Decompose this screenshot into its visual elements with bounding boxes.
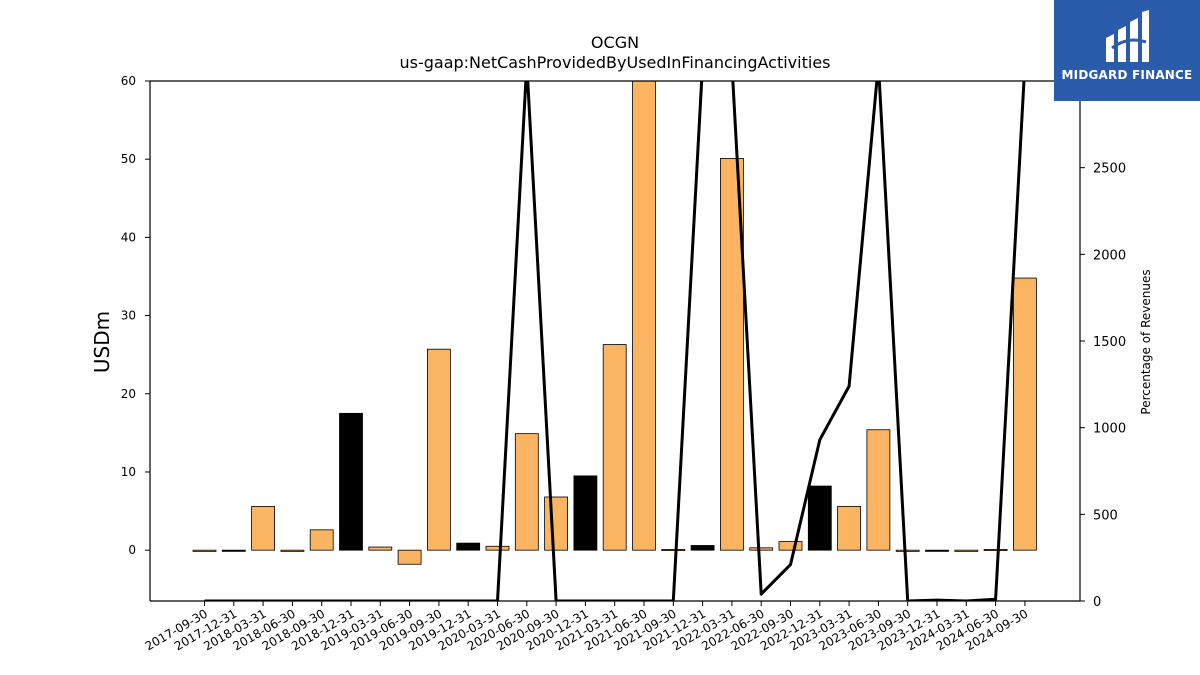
y-tick-label: 60 [121, 74, 136, 88]
bar [1013, 277, 1037, 551]
bar [485, 545, 510, 551]
bar [632, 80, 656, 551]
bar [602, 344, 627, 551]
chart-subtitle: us-gaap:NetCashProvidedByUsedInFinancing… [399, 53, 830, 72]
logo-text: MIDGARD FINANCE [1061, 68, 1193, 82]
bar [778, 541, 803, 551]
bar [544, 496, 568, 551]
bar [983, 548, 1008, 551]
bar [397, 549, 422, 565]
bar [720, 158, 744, 551]
bar [749, 547, 774, 551]
y2-tick-label: 0 [1093, 595, 1101, 610]
logo-mark-icon [1106, 10, 1149, 62]
bar [866, 429, 891, 551]
y-tick-label: 50 [121, 152, 136, 166]
bar [954, 549, 979, 552]
bar [192, 549, 217, 552]
bar [456, 542, 481, 551]
bar [251, 505, 276, 551]
bar [573, 475, 598, 551]
y2-tick-label: 1000 [1093, 422, 1126, 437]
y-tick-label: 10 [121, 465, 136, 479]
series-line [204, 81, 1026, 601]
bar [221, 549, 246, 552]
y-axis-label: USDm [90, 311, 114, 373]
bar [925, 549, 949, 552]
bar [309, 529, 334, 551]
y2-tick-label: 1500 [1093, 335, 1126, 350]
bar [280, 549, 305, 552]
chart-title: OCGN [591, 33, 639, 52]
bar [661, 548, 686, 551]
plot-area: 0102030405060050010001500200025002017-09… [121, 74, 1126, 653]
y2-tick-label: 2000 [1093, 248, 1126, 263]
y-tick-label: 0 [128, 543, 136, 557]
bar [690, 545, 715, 551]
bar [807, 485, 832, 551]
bar [837, 505, 861, 551]
bar [339, 412, 363, 551]
bar [368, 546, 393, 551]
bar [514, 433, 539, 551]
y2-tick-label: 500 [1093, 508, 1118, 523]
brand-logo: MIDGARD FINANCE [1054, 0, 1200, 101]
y2-axis-label: Percentage of Revenues [1139, 269, 1153, 414]
bar [895, 549, 920, 552]
bar [426, 348, 451, 551]
y-tick-label: 30 [121, 309, 136, 323]
y2-tick-label: 2500 [1093, 162, 1126, 177]
y-tick-label: 40 [121, 230, 136, 244]
y-tick-label: 20 [121, 387, 136, 401]
